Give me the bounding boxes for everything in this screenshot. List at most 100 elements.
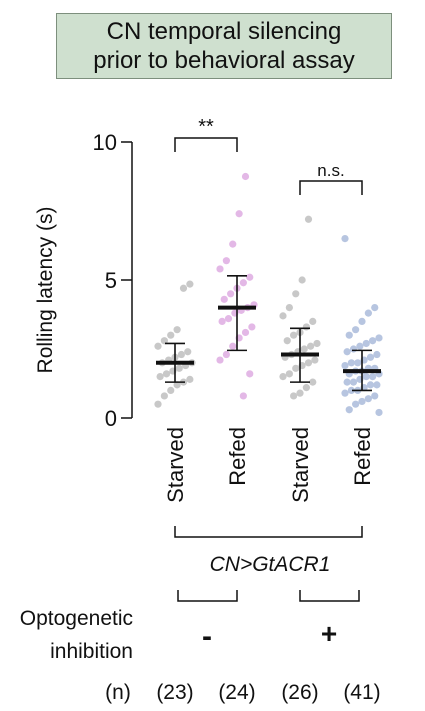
data-point — [248, 323, 256, 331]
x-category-label: Starved — [163, 427, 188, 503]
optogenetic-bracket-off — [177, 590, 238, 602]
data-point — [290, 331, 298, 339]
optogenetic-label-line2: inhibition — [50, 640, 133, 663]
x-category-label: Starved — [288, 427, 313, 503]
data-point — [373, 381, 381, 389]
data-point — [246, 370, 254, 378]
data-point — [354, 359, 362, 367]
data-point — [307, 342, 315, 350]
data-point — [220, 295, 228, 303]
genotype-bracket — [174, 526, 363, 538]
optogenetic-bracket-on — [299, 590, 360, 602]
data-point — [154, 342, 162, 350]
data-point — [241, 328, 250, 337]
data-point — [356, 342, 364, 350]
data-point — [235, 210, 243, 218]
annotations: ** n.s. Starved Refed Starved Refed — [163, 116, 375, 602]
data-point — [285, 304, 293, 312]
data-point — [296, 389, 304, 397]
data-point — [345, 331, 353, 339]
optogenetic-plus: + — [321, 618, 337, 649]
data-point — [302, 384, 310, 392]
data-point — [186, 375, 194, 383]
significance-label: ** — [198, 116, 214, 138]
data-point — [162, 370, 171, 378]
x-category-label: Refed — [350, 427, 375, 486]
mean-sd-bars — [156, 275, 381, 392]
data-point — [173, 326, 181, 334]
data-point — [347, 386, 355, 394]
y-axis: 0 5 10 — [93, 130, 133, 431]
data-point — [313, 339, 321, 348]
data-point — [366, 381, 375, 389]
data-point — [358, 397, 366, 406]
data-point — [167, 386, 175, 394]
n-value-refed-off: (24) — [218, 681, 255, 704]
data-point — [304, 215, 313, 223]
data-point — [371, 304, 379, 312]
significance-bracket — [299, 180, 363, 195]
data-point — [343, 348, 351, 356]
significance-bracket — [174, 137, 238, 152]
y-axis-label: Rolling latency (s) — [34, 207, 57, 374]
data-point — [292, 290, 300, 298]
data-point — [160, 337, 168, 345]
x-category-label: Refed — [225, 427, 250, 486]
data-point — [246, 273, 254, 281]
data-point — [302, 323, 310, 331]
n-value-starved-on: (26) — [281, 681, 318, 704]
data-point — [229, 240, 237, 248]
data-point — [285, 370, 293, 378]
data-point — [345, 406, 353, 414]
optogenetic-minus: - — [202, 620, 212, 653]
n-value-refed-on: (41) — [343, 681, 380, 704]
data-point — [279, 373, 287, 381]
data-point — [241, 172, 250, 181]
data-point — [154, 400, 162, 408]
data-point — [373, 350, 381, 359]
data-point — [352, 400, 360, 408]
data-point — [160, 392, 168, 400]
data-point — [309, 317, 317, 325]
data-point — [177, 350, 185, 359]
data-point — [239, 392, 247, 400]
data-point — [341, 361, 349, 370]
header-line-2: prior to behavioral assay — [93, 47, 355, 74]
data-point — [290, 392, 298, 400]
data-point — [309, 378, 317, 386]
data-point — [349, 378, 358, 386]
data-point — [222, 350, 230, 359]
data-point — [184, 348, 192, 356]
data-point — [179, 284, 188, 292]
n-value-starved-off: (23) — [156, 681, 193, 704]
n-label: (n) — [105, 681, 131, 704]
data-point — [369, 337, 377, 345]
data-point — [343, 378, 351, 386]
data-point — [352, 326, 360, 334]
data-point — [300, 345, 308, 353]
optogenetic-label-line1: Optogenetic — [20, 607, 133, 630]
y-tick-label: 0 — [105, 406, 117, 431]
data-point — [173, 381, 181, 389]
data-point — [175, 364, 183, 372]
data-point — [364, 309, 372, 317]
data-point — [366, 353, 375, 361]
data-point — [216, 356, 224, 364]
data-point — [229, 342, 237, 350]
y-tick-label: 10 — [93, 130, 117, 155]
data-point — [358, 317, 366, 325]
data-point — [364, 395, 372, 403]
data-point — [349, 345, 358, 353]
y-tick-label: 5 — [105, 268, 117, 293]
data-point — [375, 334, 383, 342]
data-point — [298, 276, 306, 284]
data-point — [216, 265, 224, 273]
data-point — [369, 373, 377, 381]
data-point — [186, 280, 194, 288]
data-point — [239, 279, 247, 287]
data-point — [167, 331, 175, 339]
data-point — [156, 373, 164, 381]
data-point — [224, 315, 233, 323]
data-point — [341, 389, 349, 397]
